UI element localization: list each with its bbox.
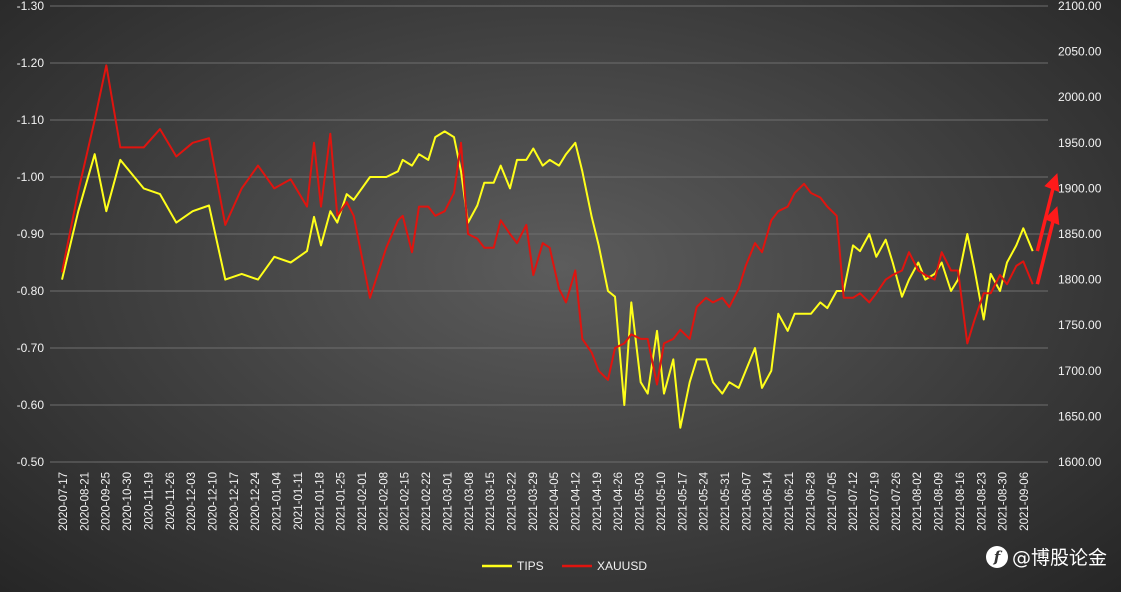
x-tick-label: 2021-05-03 (635, 472, 647, 531)
legend-label: XAUUSD (597, 559, 647, 573)
left-tick-label: -0.70 (17, 341, 45, 355)
x-tick-label: 2021-01-04 (272, 471, 284, 530)
arrow-shaft (1035, 219, 1056, 285)
series-line-xauusd (61, 64, 1034, 386)
x-axis-ticks: 2020-07-17 2020-08-21 2020-09-25 2020-10-30… (58, 471, 1031, 530)
x-tick-label: 2021-05-31 (720, 472, 732, 531)
legend: TIPS XAUUSD (482, 559, 647, 573)
x-tick-label: 2020-11-26 (165, 472, 177, 530)
x-tick-label: 2021-07-05 (827, 472, 839, 531)
x-tick-label: 2021-07-26 (891, 472, 903, 531)
x-tick-label: 2021-05-17 (677, 472, 689, 531)
right-tick-label: 2050.00 (1058, 45, 1102, 59)
x-tick-label: 2021-08-16 (955, 472, 967, 531)
x-tick-label: 2020-12-17 (229, 472, 241, 531)
x-tick-label: 2021-08-02 (912, 472, 924, 531)
right-tick-label: 1800.00 (1058, 273, 1102, 287)
arrow-up-icon (1044, 173, 1060, 193)
right-tick-label: 1850.00 (1058, 227, 1102, 241)
left-tick-label: -1.00 (17, 170, 45, 184)
right-tick-label: 1600.00 (1058, 455, 1102, 469)
x-tick-label: 2021-08-09 (934, 472, 946, 531)
x-tick-label: 2021-01-18 (314, 472, 326, 531)
right-tick-label: 1650.00 (1058, 409, 1102, 423)
x-tick-label: 2020-12-10 (207, 472, 219, 531)
x-tick-label: 2021-04-26 (613, 472, 625, 531)
x-tick-label: 2020-09-25 (101, 472, 113, 531)
x-tick-label: 2021-04-19 (592, 472, 604, 531)
right-tick-label: 1700.00 (1058, 364, 1102, 378)
x-tick-label: 2021-09-06 (1019, 472, 1031, 531)
right-tick-label: 1950.00 (1058, 136, 1102, 150)
left-tick-label: -1.30 (17, 0, 45, 13)
x-tick-label: 2021-08-30 (998, 472, 1010, 531)
x-tick-label: 2021-03-22 (506, 472, 518, 531)
x-tick-label: 2021-03-15 (485, 472, 497, 531)
x-tick-label: 2021-08-23 (976, 472, 988, 531)
left-tick-label: -0.90 (17, 227, 45, 241)
left-tick-label: -0.80 (17, 284, 45, 298)
left-tick-label: -0.50 (17, 455, 45, 469)
x-tick-label: 2021-05-24 (699, 471, 711, 530)
x-tick-label: 2021-06-07 (741, 472, 753, 531)
arrow-up-icon (1044, 206, 1060, 226)
x-tick-label: 2021-03-29 (528, 472, 540, 531)
x-tick-label: 2021-03-08 (464, 472, 476, 531)
x-tick-label: 2021-06-28 (805, 472, 817, 531)
series-layer (61, 64, 1034, 429)
left-tick-label: -1.10 (17, 113, 45, 127)
x-tick-label: 2021-02-08 (378, 472, 390, 531)
x-tick-label: 2021-07-19 (870, 472, 882, 531)
x-tick-label: 2021-01-11 (293, 472, 305, 530)
x-tick-label: 2020-12-03 (186, 472, 198, 531)
x-tick-label: 2021-06-21 (784, 472, 796, 531)
x-tick-label: 2021-06-14 (763, 471, 775, 530)
x-tick-label: 2021-03-01 (442, 472, 454, 531)
watermark-text: @博股论金 (1011, 547, 1107, 569)
x-tick-label: 2020-11-19 (143, 472, 155, 530)
watermark: f @博股论金 (985, 543, 1107, 570)
x-tick-label: 2021-02-01 (357, 472, 369, 531)
left-tick-label: -0.60 (17, 398, 45, 412)
right-tick-label: 2100.00 (1058, 0, 1102, 13)
x-tick-label: 2021-01-25 (336, 472, 348, 531)
x-tick-label: 2021-02-15 (400, 472, 412, 531)
series-line-tips (61, 130, 1034, 429)
x-tick-label: 2021-07-12 (848, 472, 860, 531)
x-tick-label: 2021-02-22 (421, 472, 433, 531)
left-axis-ticks: -1.30 -1.20 -1.10 -1.00 -0.90 -0.80 -0.70 -0.60… (17, 0, 45, 469)
left-tick-label: -1.20 (17, 56, 45, 70)
x-tick-label: 2020-12-24 (250, 471, 262, 530)
annotation-arrows (1035, 173, 1060, 285)
right-tick-label: 2000.00 (1058, 90, 1102, 104)
right-tick-label: 1750.00 (1058, 318, 1102, 332)
x-tick-label: 2021-04-12 (571, 472, 583, 531)
right-tick-label: 1900.00 (1058, 181, 1102, 195)
gridlines (50, 5, 1048, 463)
watermark-logo-icon: f (985, 545, 1008, 568)
x-tick-label: 2020-10-30 (122, 472, 134, 531)
x-tick-label: 2020-07-17 (58, 472, 70, 531)
right-axis-ticks: 2100.00 2050.00 2000.00 1950.00 1900.00 1850.… (1058, 0, 1102, 469)
x-tick-label: 2021-05-10 (656, 472, 668, 531)
x-tick-label: 2020-08-21 (79, 472, 91, 531)
x-tick-label: 2021-04-05 (549, 472, 561, 531)
legend-label: TIPS (517, 559, 544, 573)
